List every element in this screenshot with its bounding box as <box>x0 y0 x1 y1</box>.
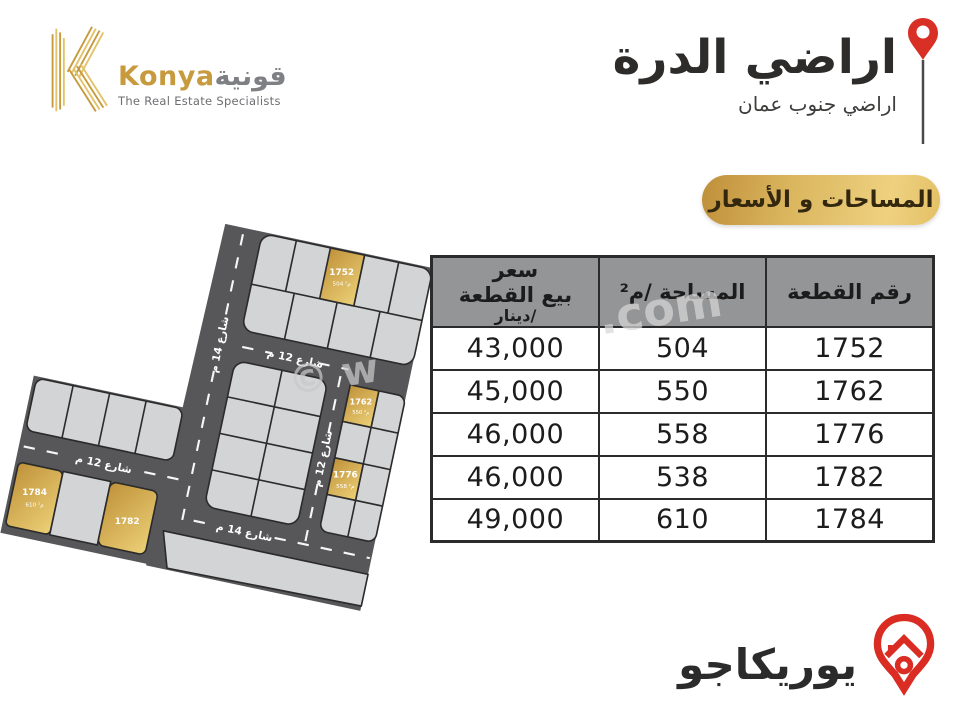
pin-house-icon <box>873 613 935 696</box>
cell-price: 49,000 <box>430 497 600 543</box>
cell-plot: 1784 <box>765 497 935 543</box>
plot-1762 <box>341 384 380 429</box>
plot-1776 <box>326 457 365 502</box>
location-pin-icon <box>908 18 938 144</box>
cell-area: 550 <box>597 368 768 414</box>
svg-text:1784: 1784 <box>22 488 47 498</box>
brand-name-arabic: قونية <box>214 60 287 92</box>
svg-text:1776: 1776 <box>333 470 358 480</box>
cell-plot: 1782 <box>765 454 935 500</box>
block-strip <box>162 530 369 607</box>
cell-plot: 1762 <box>765 368 935 414</box>
footer-logo-text: يوريكاجو <box>678 639 857 689</box>
plots-map: شارع 14 م شارع 12 م شارع 12 م شارع 14 م … <box>0 223 434 611</box>
table-row: 1752 504 43,000 <box>430 325 935 371</box>
table-row: 1762 550 45,000 <box>430 368 935 414</box>
brand-name-latin: Konya <box>118 60 215 92</box>
svg-text:1782: 1782 <box>115 517 140 527</box>
konya-k-icon <box>51 26 108 112</box>
prices-table: رقم القطعة المساحة /م² سعر بيع القطعة /د… <box>430 255 935 543</box>
cell-price: 45,000 <box>430 368 600 414</box>
plot-1784-label: 1784 610 م² <box>22 488 47 508</box>
col-header-price: سعر بيع القطعة /دينار <box>430 255 600 328</box>
cell-price: 46,000 <box>430 454 600 500</box>
svg-text:558 م²: 558 م² <box>336 483 355 490</box>
svg-text:504 م²: 504 م² <box>333 281 352 288</box>
col-header-plot-number: رقم القطعة <box>765 255 935 328</box>
col-header-area: المساحة /م² <box>597 255 768 328</box>
svg-text:610 م²: 610 م² <box>25 502 44 509</box>
cell-price: 43,000 <box>430 325 600 371</box>
page-subtitle: اراضي جنوب عمان <box>738 91 897 116</box>
brand-tagline: The Real Estate Specialists <box>118 93 281 108</box>
cell-area: 610 <box>597 497 768 543</box>
plot-1752-label: 1752 504 م² <box>329 268 354 288</box>
brand-name: Konyaقونية <box>118 61 289 92</box>
areas-prices-badge: المساحات و الأسعار <box>702 175 940 225</box>
page-title: اراضي الدرة <box>612 30 897 85</box>
svg-text:550 م²: 550 م² <box>352 409 369 416</box>
header-title-block: اراضي الدرة اراضي جنوب عمان <box>613 14 941 146</box>
eurekago-logo: يوريكاجو <box>678 610 937 702</box>
konya-brand: Konyaقونية The Real Estate Specialists <box>46 22 289 118</box>
cell-area: 538 <box>597 454 768 500</box>
table-row: 1784 610 49,000 <box>430 497 935 543</box>
table-row: 1782 538 46,000 <box>430 454 935 500</box>
table-row: 1776 558 46,000 <box>430 411 935 457</box>
plot-1776-label: 1776 558 م² <box>333 470 358 490</box>
cell-plot: 1776 <box>765 411 935 457</box>
plot-1752 <box>318 247 366 307</box>
cell-plot: 1752 <box>765 325 935 371</box>
plot-1782 <box>97 481 158 555</box>
cell-area: 504 <box>597 325 768 371</box>
plot-1782-label: 1782 <box>115 517 140 527</box>
svg-text:1752: 1752 <box>329 268 354 278</box>
svg-text:1762: 1762 <box>350 396 373 406</box>
cell-price: 46,000 <box>430 411 600 457</box>
cell-area: 558 <box>597 411 768 457</box>
plot-1762-label: 1762 550 م² <box>350 396 373 416</box>
